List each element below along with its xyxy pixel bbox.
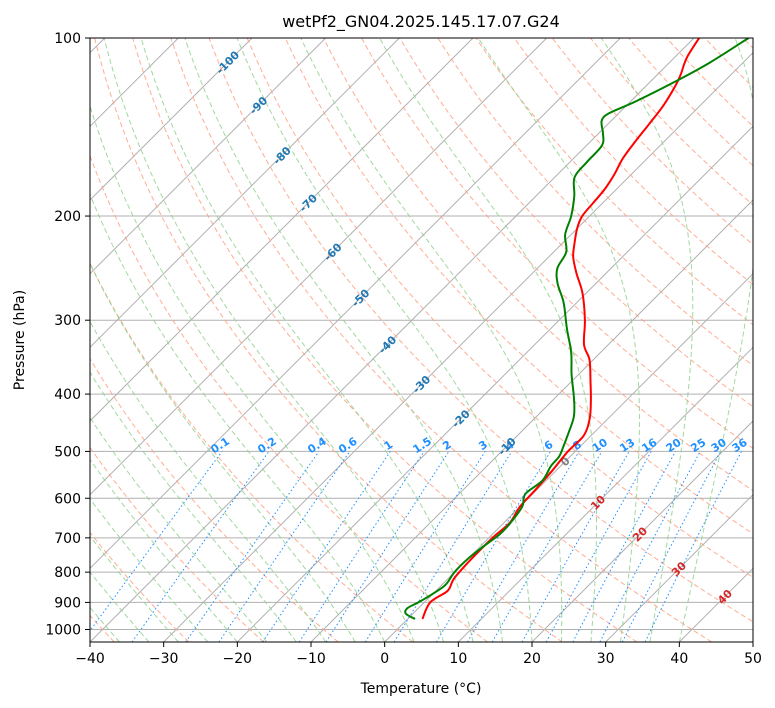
y-tick-label-100: 100 (54, 31, 81, 47)
moist-adiabat-4 (90, 104, 415, 642)
dry-adiabat-0 (90, 262, 414, 642)
dry-adiabat-30 (132, 38, 638, 642)
moist-adiabat-8 (103, 38, 445, 642)
dry-adiabat-90 (361, 38, 753, 449)
isotherm-20 (531, 420, 753, 642)
dry-adiabat--30 (90, 531, 190, 642)
dry-adiabat-20 (94, 38, 563, 642)
isotherm--30 (163, 51, 753, 642)
mixing-ratio-line-7 (364, 451, 486, 642)
profiles (404, 38, 750, 620)
moist-adiabat--20 (90, 458, 238, 642)
moist-adiabat-12 (140, 38, 474, 642)
y-axis-label: Pressure (hPa) (12, 290, 28, 390)
axes: −40 −30 −20 −10 0 10 20 30 40 50 100 200 300 400 500 60… (45, 31, 762, 667)
isotherm-0 (384, 272, 753, 642)
moist-adiabat--4 (90, 262, 356, 642)
mixing-ratio-line-12 (521, 451, 630, 642)
mixing-ratio-line-11 (491, 451, 603, 642)
y-tick-label-800: 800 (54, 565, 81, 581)
isotherm--100 (90, 38, 253, 201)
y-tick-label-900: 900 (54, 595, 81, 611)
y-tick-label-300: 300 (54, 313, 81, 329)
background-lines (90, 38, 753, 642)
moist-adiabat--8 (90, 320, 327, 642)
isotherm--90 (90, 38, 327, 275)
chart-title: wetPf2_GN04.2025.145.17.07.G24 (282, 12, 560, 32)
dry-adiabat--10 (90, 357, 339, 642)
dry-adiabat-150 (590, 38, 753, 206)
y-tick-label-500: 500 (54, 444, 81, 460)
moist-adiabat-40 (678, 38, 753, 642)
x-tick-label-50: 50 (744, 651, 762, 667)
x-tick-label-10: 10 (449, 651, 467, 667)
moist-adiabat-20 (236, 38, 533, 642)
x-tick-label-30: 30 (597, 651, 615, 667)
y-tick-label-400: 400 (54, 387, 81, 403)
y-tick-label-1000: 1000 (45, 622, 81, 638)
x-tick-label-40: 40 (670, 651, 688, 667)
isotherm--40 (90, 38, 695, 642)
moist-adiabat-32 (477, 38, 640, 642)
temperature-profile (421, 38, 701, 620)
plot-frame (89, 37, 754, 643)
x-tick-label--40: −40 (75, 651, 105, 667)
y-tick-label-700: 700 (54, 531, 81, 547)
moist-adiabat--16 (90, 416, 268, 642)
x-tick-label--10: −10 (296, 651, 326, 667)
dry-adiabat-100 (399, 38, 753, 408)
isotherm--80 (90, 38, 400, 349)
y-tick-label-600: 600 (54, 491, 81, 507)
isotherm--50 (90, 38, 621, 570)
y-tick-label-200: 200 (54, 209, 81, 225)
moist-adiabat-36 (600, 38, 694, 642)
dry-adiabat-10 (90, 154, 488, 642)
isotherm--70 (90, 38, 474, 422)
dry-adiabat-60 (246, 38, 753, 578)
mixing-ratio-line-1 (131, 451, 270, 642)
isotherm--60 (90, 38, 548, 496)
moist-adiabat-24 (300, 38, 563, 642)
mixing-ratio-line-0 (90, 451, 223, 632)
moist-adiabat--24 (90, 497, 209, 642)
mixing-ratio-line-14 (572, 451, 676, 642)
mixing-ratio-line-10 (467, 451, 580, 642)
moist-adiabat--12 (90, 371, 297, 642)
x-tick-label-0: 0 (380, 651, 389, 667)
x-tick-label--20: −20 (223, 651, 253, 667)
mixing-ratio-line-13 (545, 451, 652, 642)
dry-adiabat-110 (437, 38, 753, 367)
x-tick-label--30: −30 (149, 651, 179, 667)
dry-adiabat-80 (323, 38, 753, 492)
dry-adiabat-120 (475, 38, 753, 326)
x-axis-label: Temperature (°C) (360, 681, 482, 697)
mixing-ratio-line-3 (218, 451, 351, 642)
moist-adiabat--28 (90, 535, 179, 642)
isotherm--20 (236, 125, 753, 642)
moist-adiabat-16 (184, 38, 504, 642)
isotherm-30 (605, 493, 753, 642)
dry-adiabat-40 (170, 38, 712, 642)
x-tick-label-20: 20 (523, 651, 541, 667)
mixing-ratio-line-6 (325, 451, 450, 642)
mixing-ratio-line-9 (435, 451, 552, 642)
dewpoint-profile (404, 38, 750, 620)
dry-adiabat-50 (208, 38, 753, 623)
dry-adiabat-70 (284, 38, 753, 535)
mixing-ratio-line-8 (393, 451, 513, 642)
